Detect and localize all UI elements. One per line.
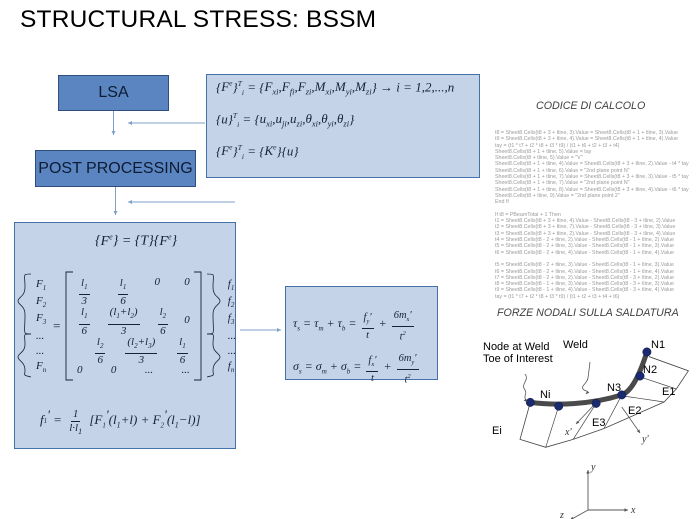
svg-text:x: x xyxy=(630,505,636,516)
svg-text:x': x' xyxy=(564,427,572,438)
svg-text:N1: N1 xyxy=(651,339,665,351)
svg-text:E1: E1 xyxy=(662,386,675,398)
svg-text:E3: E3 xyxy=(592,417,605,429)
svg-text:y: y xyxy=(590,462,596,473)
svg-text:N3: N3 xyxy=(607,382,621,394)
svg-text:Node at Weld: Node at Weld xyxy=(483,341,549,353)
svg-text:Ni: Ni xyxy=(540,389,550,401)
svg-text:Ei: Ei xyxy=(492,425,502,437)
svg-text:z: z xyxy=(559,510,564,519)
svg-text:y': y' xyxy=(641,434,649,445)
svg-text:N2: N2 xyxy=(643,364,657,376)
svg-text:Toe of Interest: Toe of Interest xyxy=(483,353,553,365)
svg-text:E2: E2 xyxy=(628,405,641,417)
svg-text:Weld: Weld xyxy=(563,339,588,351)
